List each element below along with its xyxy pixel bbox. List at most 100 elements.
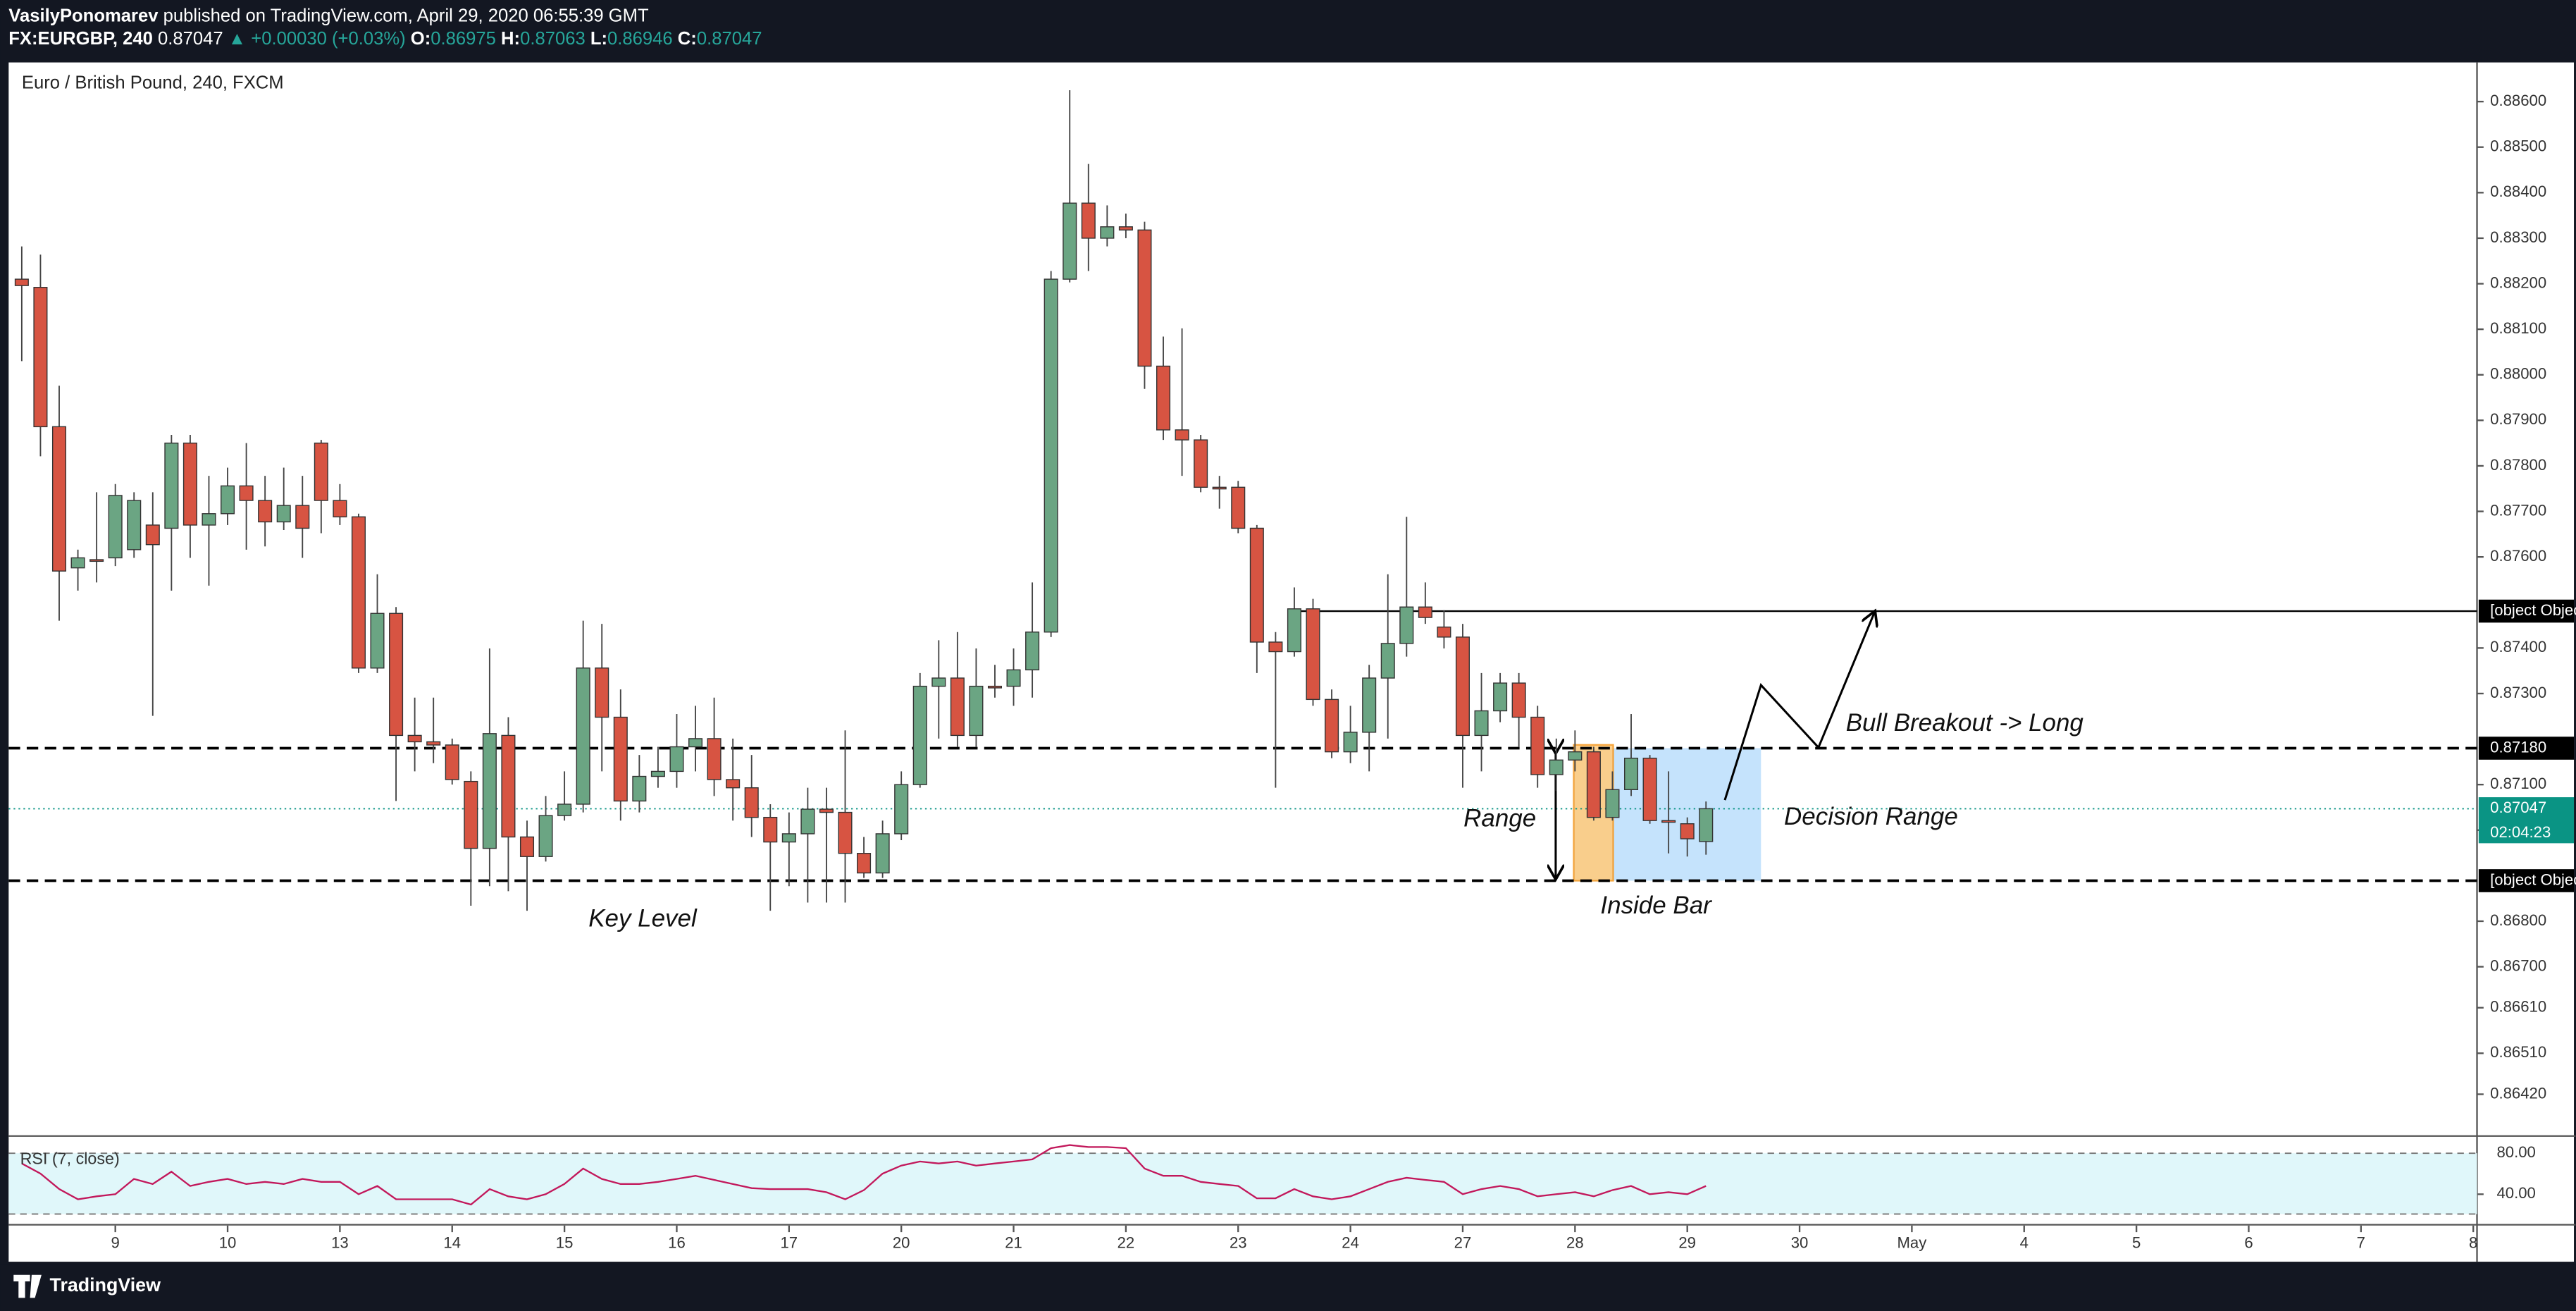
candle-body xyxy=(314,442,328,501)
annotation: Range xyxy=(1463,804,1536,832)
level-tag-label: [object Object] xyxy=(2490,870,2576,888)
candle-body xyxy=(1212,486,1227,490)
y-tick-label: 0.88300 xyxy=(2490,228,2546,246)
ohlc-value: 0.87063 xyxy=(520,29,586,49)
ohlc-value: 0.86946 xyxy=(607,29,673,49)
author: VasilyPonomarev xyxy=(8,6,159,25)
candle-body xyxy=(931,677,946,687)
header-line-1: VasilyPonomarev published on TradingView… xyxy=(8,6,649,25)
candle-body xyxy=(276,505,291,523)
candle-body xyxy=(333,500,347,518)
candle-body xyxy=(1100,226,1115,239)
candle-body xyxy=(1586,751,1601,818)
y-tick-label: 0.87400 xyxy=(2490,638,2546,656)
y-tick-label: 0.87600 xyxy=(2490,547,2546,565)
x-tick-label: 8 xyxy=(2469,1233,2477,1251)
y-tick-label: 0.88500 xyxy=(2490,137,2546,155)
candle-body xyxy=(1511,682,1526,718)
candle-body xyxy=(763,816,778,843)
candle-body xyxy=(1474,710,1489,737)
candle-body xyxy=(557,804,572,816)
ohlc-value: 0.87047 xyxy=(697,29,762,49)
candle-body xyxy=(464,780,478,849)
candle-body xyxy=(1006,669,1021,687)
change: ▲ +0.00030 (+0.03%) xyxy=(228,29,406,49)
candle-body xyxy=(800,808,815,835)
indicator-title: RSI (7, close) xyxy=(20,1150,120,1168)
annotation: Inside Bar xyxy=(1600,892,1712,919)
candle-body xyxy=(838,811,853,854)
annotation: Key Level xyxy=(588,904,698,932)
chart-area xyxy=(8,62,2575,1262)
candle-body xyxy=(987,685,1003,689)
candle-body xyxy=(351,516,366,669)
candle-body xyxy=(127,500,142,550)
candle-body xyxy=(781,833,796,843)
candle-body xyxy=(14,278,29,286)
rsi-line xyxy=(21,1144,1707,1206)
candle-body xyxy=(707,738,722,780)
candle-body xyxy=(239,485,254,501)
x-tick-label: 14 xyxy=(443,1233,461,1251)
candle-body xyxy=(1156,365,1171,431)
candle-body xyxy=(1325,698,1339,753)
y-tick-label: 0.87700 xyxy=(2490,501,2546,519)
footer-brand: TradingView xyxy=(50,1274,161,1295)
candle-body xyxy=(1044,278,1058,633)
candle-body xyxy=(407,734,422,743)
candle-body xyxy=(1306,608,1320,701)
candle-body xyxy=(688,738,703,748)
candle-body xyxy=(182,442,197,526)
candle-body xyxy=(1362,677,1377,733)
x-tick-label: May xyxy=(1897,1233,1928,1251)
x-tick-label: 4 xyxy=(2020,1233,2029,1251)
x-tick-label: 21 xyxy=(1005,1233,1022,1251)
x-tick-label: 23 xyxy=(1230,1233,1247,1251)
y-tick-label: 0.87900 xyxy=(2490,410,2546,428)
candle-body xyxy=(1287,608,1301,653)
candle-body xyxy=(221,485,235,515)
candle-body xyxy=(1699,808,1714,842)
candle-body xyxy=(1493,682,1508,712)
rsi-tick-label: 40.00 xyxy=(2496,1184,2535,1202)
candle-body xyxy=(1118,226,1133,231)
x-tick-label: 30 xyxy=(1791,1233,1809,1251)
y-tick-label: 0.88200 xyxy=(2490,273,2546,291)
x-tick-label: 16 xyxy=(668,1233,686,1251)
candle-body xyxy=(857,853,872,874)
header-line-2: FX:EURGBP, 240 0.87047 ▲ +0.00030 (+0.03… xyxy=(8,29,762,49)
x-tick-label: 10 xyxy=(219,1233,237,1251)
candle-body xyxy=(1063,202,1077,280)
x-tick-label: 28 xyxy=(1566,1233,1584,1251)
y-tick-label: 0.87100 xyxy=(2490,775,2546,792)
x-tick-label: 13 xyxy=(331,1233,349,1251)
candle-body xyxy=(912,685,927,785)
candle-body xyxy=(1437,626,1451,638)
candle-body xyxy=(1642,757,1657,821)
candle-body xyxy=(1605,789,1620,818)
candle-body xyxy=(595,667,609,718)
y-tick-label: 0.88400 xyxy=(2490,183,2546,200)
candle-body xyxy=(33,287,48,428)
ohlc-value: 0.86975 xyxy=(431,29,496,49)
candle-body xyxy=(576,667,590,805)
candle-body xyxy=(650,770,665,777)
level-tag xyxy=(2478,869,2575,892)
y-tick-label: 0.86510 xyxy=(2490,1043,2546,1061)
y-tick-label: 0.88000 xyxy=(2490,365,2546,383)
x-tick-label: 27 xyxy=(1454,1233,1472,1251)
candle-body xyxy=(1530,716,1545,775)
candle-body xyxy=(164,442,179,529)
level-tag-label: [object Object] xyxy=(2490,601,2576,619)
candle-body xyxy=(1549,759,1563,775)
candle-body xyxy=(1380,643,1395,679)
candle-body xyxy=(501,734,516,838)
annotation: Decision Range xyxy=(1784,803,1958,830)
candle-body xyxy=(202,513,216,526)
ohlc-key: H: xyxy=(501,29,520,49)
countdown: 02:04:23 xyxy=(2490,823,2551,841)
level-tag xyxy=(2478,599,2575,623)
candle-body xyxy=(1343,732,1358,753)
annotation: Bull Breakout -> Long xyxy=(1846,709,2084,737)
